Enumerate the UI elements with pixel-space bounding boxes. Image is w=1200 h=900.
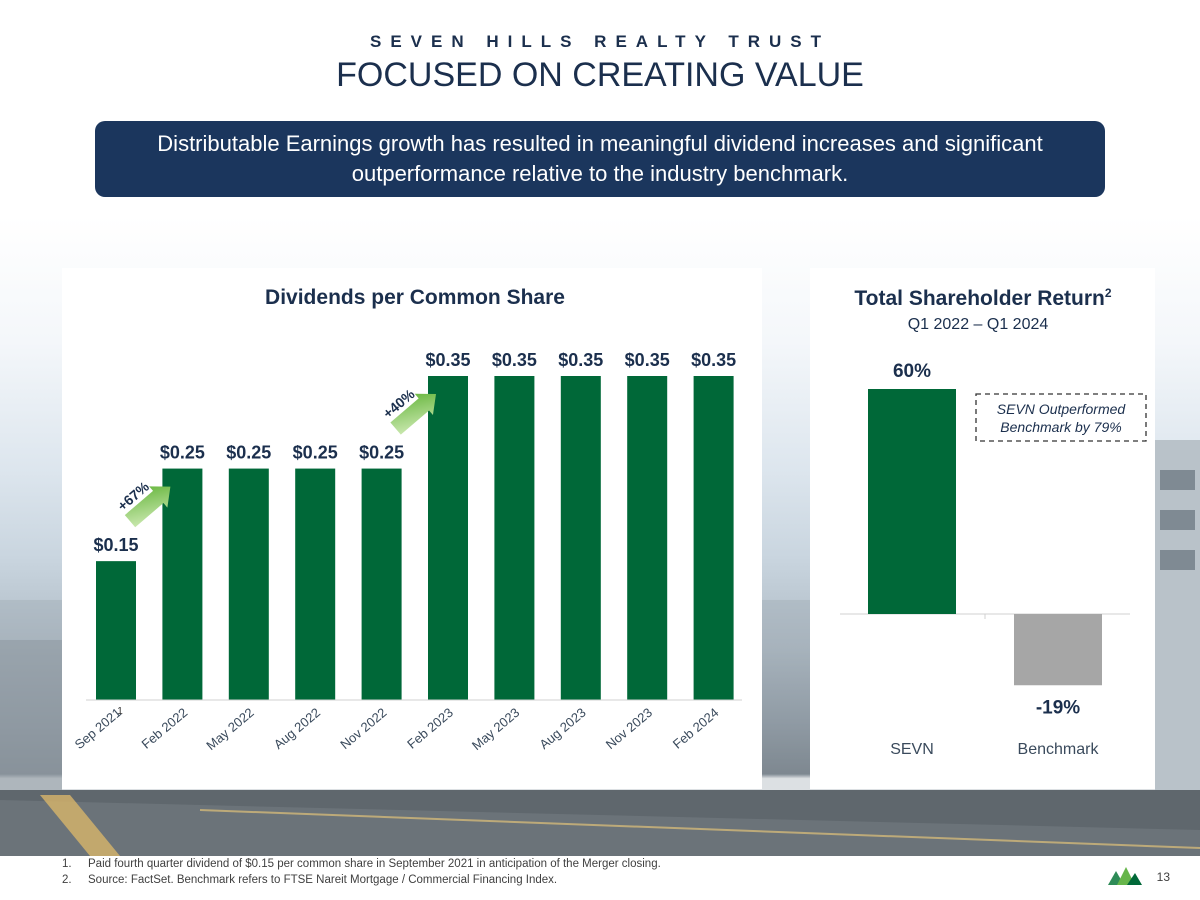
outperformance-callout-box — [975, 393, 1147, 442]
dividends-chart: Dividends per Common Share $0.15 Sep 2021… — [72, 286, 742, 753]
dividend-bar — [361, 468, 402, 700]
dividend-data-label: $0.15 — [93, 535, 138, 555]
tsr-bar — [868, 389, 956, 614]
footnotes: 1. Paid fourth quarter dividend of $0.15… — [62, 856, 661, 888]
dividend-bar — [494, 376, 535, 700]
dividend-data-label: $0.25 — [226, 443, 271, 463]
callout-line-2: Benchmark by 79% — [1000, 419, 1121, 435]
footnote-1: 1. Paid fourth quarter dividend of $0.15… — [62, 856, 661, 872]
dividend-bar — [295, 468, 336, 700]
dividend-bar — [96, 561, 136, 700]
tsr-chart-title: Total Shareholder Return — [854, 287, 1104, 310]
dividend-category-label: Feb 2022 — [139, 705, 191, 752]
dividend-category-label: Feb 2024 — [670, 705, 722, 752]
dividend-bar — [693, 376, 734, 700]
tsr-chart-title-group: Total Shareholder Return2 — [854, 286, 1111, 310]
key-message-banner: Distributable Earnings growth has result… — [95, 121, 1105, 197]
dividend-category-label: Feb 2023 — [404, 705, 456, 752]
dividend-category-label: May 2022 — [203, 705, 256, 753]
company-name: SEVEN HILLS REALTY TRUST — [369, 32, 830, 51]
dividend-bar — [162, 468, 203, 700]
tsr-chart: Total Shareholder Return2 Q1 2022 – Q1 2… — [840, 286, 1147, 758]
dividend-category-label: Nov 2022 — [337, 705, 389, 752]
tsr-category-label: Benchmark — [1018, 741, 1100, 758]
dividend-bar — [560, 376, 601, 700]
page-title: FOCUSED ON CREATING VALUE — [336, 56, 864, 94]
dividend-data-label: $0.35 — [558, 350, 603, 370]
tsr-chart-panel: Total Shareholder Return2 Q1 2022 – Q1 2… — [810, 268, 1155, 789]
tsr-data-label: -19% — [1036, 697, 1080, 718]
footnote-2: 2. Source: FactSet. Benchmark refers to … — [62, 872, 661, 888]
dividend-category-label: Aug 2022 — [271, 705, 323, 752]
dividend-bar — [228, 468, 269, 700]
dividend-category-label: May 2023 — [469, 705, 522, 753]
banner-text: Distributable Earnings growth has result… — [157, 131, 1043, 186]
dividend-data-label: $0.35 — [492, 350, 537, 370]
dividend-bar — [428, 376, 468, 700]
dividend-data-label: $0.35 — [691, 350, 736, 370]
footnote-text: Paid fourth quarter dividend of $0.15 pe… — [88, 858, 661, 870]
company-logo-icon — [1108, 867, 1142, 885]
tsr-bar — [1014, 614, 1102, 686]
dividends-chart-title: Dividends per Common Share — [265, 286, 565, 309]
tsr-data-label: 60% — [893, 361, 931, 382]
tsr-category-label: SEVN — [890, 741, 934, 758]
dividend-data-label: $0.35 — [425, 350, 470, 370]
dividend-data-label: $0.35 — [625, 350, 670, 370]
tsr-title-footnote: 2 — [1105, 286, 1112, 300]
dividend-category-label: Nov 2023 — [603, 705, 655, 752]
dividend-data-label: $0.25 — [359, 443, 404, 463]
dividends-chart-panel: Dividends per Common Share $0.15 Sep 2021… — [62, 268, 762, 789]
tsr-chart-subtitle: Q1 2022 – Q1 2024 — [908, 316, 1049, 333]
dividend-data-label: $0.25 — [293, 443, 338, 463]
dividend-bar — [627, 376, 668, 700]
dividend-data-label: $0.25 — [160, 443, 205, 463]
dividend-footnote-marker: 1 — [117, 706, 123, 717]
page-number: 13 — [1156, 870, 1170, 884]
footnote-number: 1. — [62, 858, 72, 870]
footnote-number: 2. — [62, 874, 72, 886]
dividend-category-label: Sep 2021 — [72, 705, 124, 752]
callout-line-1: SEVN Outperformed — [997, 401, 1127, 417]
dividend-category-label: Aug 2023 — [536, 705, 588, 752]
footnote-text: Source: FactSet. Benchmark refers to FTS… — [88, 874, 558, 886]
